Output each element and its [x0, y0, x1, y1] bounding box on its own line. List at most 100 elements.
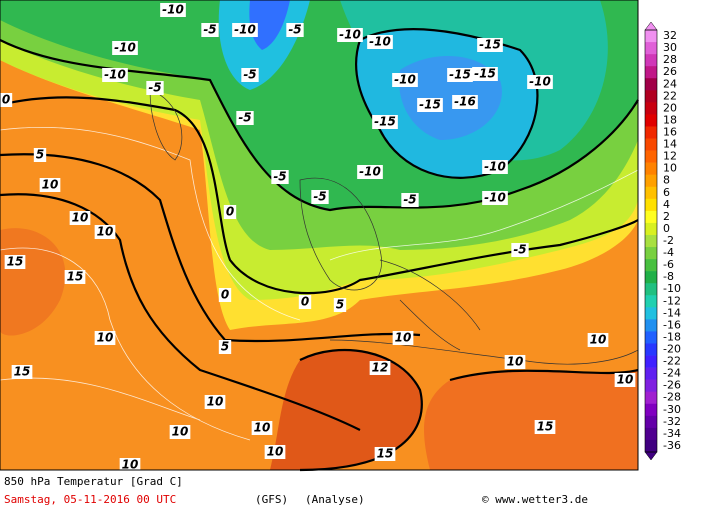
contour-label-text: 0: [221, 288, 229, 302]
contour-label-text: 10: [395, 331, 412, 345]
contour-label: -15: [447, 68, 473, 82]
legend-swatch: [645, 138, 657, 151]
legend-swatch: [645, 78, 657, 91]
contour-label: -10: [367, 35, 393, 49]
contour-label: 10: [119, 458, 141, 472]
legend-swatch: [645, 343, 657, 356]
legend-swatch: [645, 174, 657, 188]
contour-label: -5: [271, 170, 289, 184]
contour-label-text: -5: [238, 111, 251, 125]
legend-swatch: [645, 403, 657, 417]
contour-label-text: 10: [267, 445, 284, 459]
contour-label-box: [204, 395, 226, 409]
legend-swatch: [645, 66, 657, 79]
contour-label-text: -10: [369, 35, 391, 49]
contour-label-box: [392, 331, 414, 345]
legend-label: 2: [663, 210, 670, 223]
legend-label: -30: [663, 403, 681, 416]
legend-label: -2: [663, 234, 674, 247]
contour-label-box: [372, 115, 398, 129]
legend-label: 24: [663, 77, 677, 90]
contour-label-text: 10: [172, 425, 189, 439]
legend-swatch: [645, 319, 657, 332]
legend-swatch: [645, 271, 657, 284]
contour-label-box: [241, 68, 259, 82]
legend-swatch: [645, 114, 657, 127]
model-name: (GFS): [255, 493, 288, 506]
contour-label-text: -5: [513, 243, 526, 257]
contour-label-text: -5: [243, 68, 256, 82]
contour-label-text: -5: [203, 23, 216, 37]
legend-swatch: [645, 198, 657, 212]
contour-label-text: 0: [301, 295, 309, 309]
contour-label-text: 0: [2, 93, 10, 107]
contour-label-box: [298, 295, 312, 309]
contour-label: -10: [160, 3, 186, 17]
legend-label: -14: [663, 306, 681, 319]
contour-label: 15: [64, 270, 86, 284]
legend-label: 18: [663, 113, 677, 126]
legend-swatch: [645, 439, 657, 453]
legend-swatch: [645, 307, 657, 320]
contour-label-box: [534, 420, 556, 434]
contour-label-box: [477, 38, 503, 52]
contour-label-text: 15: [7, 255, 24, 269]
legend-label: -24: [663, 367, 681, 380]
contour-label: 10: [39, 178, 61, 192]
contour-label: 15: [534, 420, 556, 434]
legend-label: -8: [663, 270, 674, 283]
contour-label-box: [271, 170, 289, 184]
contour-label-box: [527, 75, 553, 89]
contour-label: -5: [201, 23, 219, 37]
contour-label-text: 12: [372, 361, 389, 375]
contour-label: -5: [241, 68, 259, 82]
contour-label: 10: [504, 355, 526, 369]
legend-label: -36: [663, 439, 681, 452]
contour-label-box: [169, 425, 191, 439]
contour-label-box: [0, 93, 13, 107]
contour-label-text: 10: [507, 355, 524, 369]
legend-swatch: [645, 259, 657, 272]
legend-label: 20: [663, 101, 677, 114]
contour-label-box: [472, 67, 498, 81]
contour-label-text: -16: [454, 95, 476, 109]
contour-label: -10: [527, 75, 553, 89]
legend-swatch: [645, 150, 657, 163]
contour-label-text: 15: [377, 447, 394, 461]
legend-label: 8: [663, 174, 670, 187]
contour-label: 0: [223, 205, 237, 219]
contour-label: -10: [102, 68, 128, 82]
legend-swatch: [645, 391, 657, 405]
contour-label: -5: [311, 190, 329, 204]
contour-label-box: [286, 23, 304, 37]
contour-label-box: [367, 35, 393, 49]
contour-label-box: [511, 243, 529, 257]
legend-label: -34: [663, 427, 681, 440]
contour-label-box: [264, 445, 286, 459]
contour-label-text: -10: [484, 191, 506, 205]
contour-label-text: -5: [148, 81, 161, 95]
contour-label: 15: [11, 365, 33, 379]
contour-label-box: [11, 365, 33, 379]
contour-label-text: 15: [537, 420, 554, 434]
contour-label-text: 10: [72, 211, 89, 225]
contour-label: -15: [417, 98, 443, 112]
legend-swatch: [645, 162, 657, 175]
contour-label-box: [218, 288, 232, 302]
contour-label: 15: [4, 255, 26, 269]
contour-label: 10: [264, 445, 286, 459]
contour-label: 10: [94, 225, 116, 239]
contour-label-text: -10: [339, 28, 361, 42]
legend-swatch: [645, 379, 657, 393]
contour-label-box: [251, 421, 273, 435]
contour-label-box: [333, 298, 347, 312]
contour-label: 10: [169, 425, 191, 439]
contour-label: -5: [511, 243, 529, 257]
contour-label-box: [94, 225, 116, 239]
legend-swatch: [645, 367, 657, 380]
contour-label-text: 15: [14, 365, 31, 379]
legend-swatch: [645, 415, 657, 429]
contour-label-text: -10: [104, 68, 126, 82]
contour-label-text: -5: [273, 170, 286, 184]
